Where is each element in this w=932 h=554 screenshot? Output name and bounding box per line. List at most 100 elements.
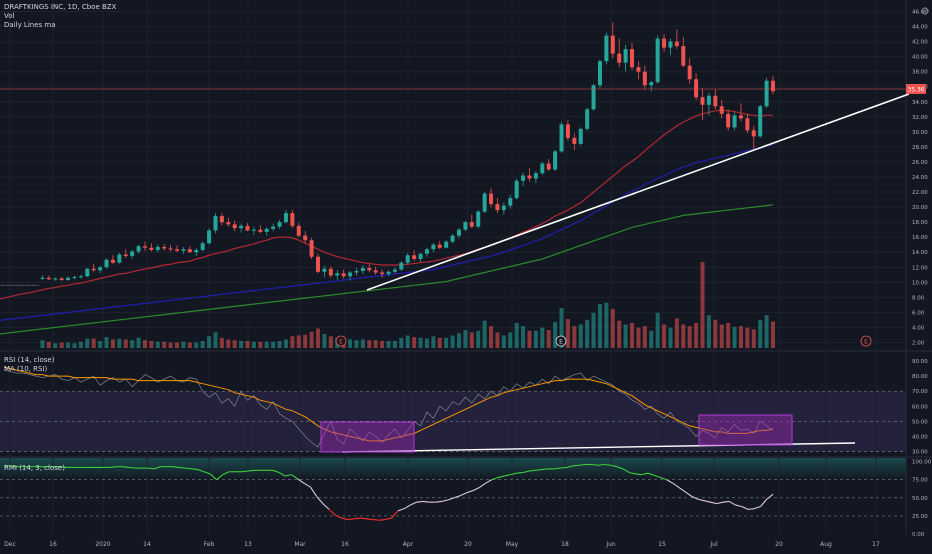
candle-body xyxy=(110,259,115,263)
rmi-segment xyxy=(728,500,736,506)
rmi-label[interactable]: RMI (14, 3, close) xyxy=(4,464,65,472)
settings-gear-icon[interactable] xyxy=(920,1,930,15)
rsi-highlight-box-right[interactable] xyxy=(698,414,793,446)
ma-indicator-label[interactable]: Daily Lines ma xyxy=(4,21,56,29)
volume-label[interactable]: Vol xyxy=(4,12,15,20)
symbol-title[interactable]: DRAFTKINGS INC, 1D, Cboe BZX xyxy=(4,3,117,11)
volume-bar xyxy=(277,340,282,348)
price-tick-label: 14.00 xyxy=(912,250,928,256)
volume-bar xyxy=(226,339,231,348)
volume-bar xyxy=(187,342,192,348)
volume-bar xyxy=(59,342,64,348)
time-axis[interactable]: Dec 16 2020 14 Feb 13 Mar 16 Apr 20 May 18 Jun 15 Jul 2… xyxy=(4,541,880,548)
rmi-segment xyxy=(153,466,161,470)
rmi-segment xyxy=(385,517,392,521)
candle-body xyxy=(726,113,731,128)
volume-bar xyxy=(72,343,77,348)
volume-bar xyxy=(604,302,609,348)
volume-bar xyxy=(719,324,724,348)
volume-bar xyxy=(130,340,135,348)
candle-body xyxy=(405,255,410,263)
candle-body xyxy=(207,230,212,244)
rmi-segment xyxy=(685,491,693,497)
volume-bar xyxy=(726,322,731,348)
candle-body xyxy=(604,35,609,62)
volume-bar xyxy=(316,328,321,348)
volume-bar xyxy=(296,335,301,348)
rmi-segment xyxy=(591,463,599,466)
event-markers[interactable]: E E E xyxy=(335,335,872,347)
rsi-label[interactable]: RSI (14, close) xyxy=(4,356,55,364)
time-tick-label: 20 xyxy=(464,541,472,548)
volume-bar xyxy=(207,336,212,348)
earnings-marker[interactable]: E xyxy=(555,335,567,347)
rmi-segment xyxy=(466,490,474,494)
volume-bar xyxy=(617,320,622,348)
main-legend[interactable]: DRAFTKINGS INC, 1D, Cboe BZX Vol Daily L… xyxy=(4,3,116,30)
rmi-overbought-fill xyxy=(0,458,906,480)
price-tick-label: 24.00 xyxy=(912,175,928,181)
price-tick-label: 20.00 xyxy=(912,205,928,211)
volume-bar xyxy=(245,340,250,348)
volume-bar xyxy=(553,322,558,348)
candle-body xyxy=(232,224,237,229)
rsi-ma-label[interactable]: MA (10, RSI) xyxy=(4,365,48,373)
rsi-legend[interactable]: RSI (14, close) MA (10, RSI) xyxy=(4,356,54,374)
candle-body xyxy=(642,71,647,86)
candle-body xyxy=(662,38,667,48)
volume-bar xyxy=(386,340,391,348)
volume-bar xyxy=(591,312,596,348)
rmi-segment xyxy=(441,499,449,502)
volume-bar xyxy=(219,337,224,348)
trendline-price[interactable] xyxy=(366,93,910,291)
volume-bar xyxy=(175,342,180,348)
candle-body xyxy=(412,255,417,259)
candle-body xyxy=(553,151,558,170)
volume-bar xyxy=(424,338,429,348)
rmi-legend[interactable]: RMI (14, 3, close) xyxy=(4,464,65,473)
candle-body xyxy=(322,268,327,272)
rmi-segment xyxy=(397,508,405,512)
rmi-segment xyxy=(410,501,417,506)
rmi-tick-label: 25.00 xyxy=(912,514,928,520)
volume-bar xyxy=(662,324,667,348)
volume-bar xyxy=(636,327,641,348)
candle-body xyxy=(392,269,397,272)
candle-body xyxy=(399,262,404,270)
price-tick-label: 16.00 xyxy=(912,235,928,241)
rmi-segment xyxy=(616,466,624,470)
volume-bar xyxy=(91,338,96,348)
candle-body xyxy=(687,65,692,80)
drawing-tools[interactable] xyxy=(320,93,910,453)
candle-body xyxy=(213,216,218,231)
rmi-segment xyxy=(403,504,411,510)
candle-body xyxy=(251,229,256,231)
candle-body xyxy=(283,213,288,223)
earnings-marker[interactable]: E xyxy=(335,335,347,347)
candle-body xyxy=(149,247,154,250)
volume-bar xyxy=(110,339,115,348)
volume-bar xyxy=(271,341,276,348)
volume-bar xyxy=(85,338,90,348)
volume-bar xyxy=(162,341,167,348)
rmi-segment xyxy=(203,471,211,475)
candlesticks[interactable] xyxy=(1,22,775,286)
moving-average-line xyxy=(0,109,773,300)
rmi-segment xyxy=(610,464,617,468)
price-tick-label: 18.00 xyxy=(912,220,928,226)
candle-body xyxy=(719,106,724,114)
volume-bar xyxy=(540,327,545,348)
candle-body xyxy=(258,229,263,232)
rsi-tick-label: 30.00 xyxy=(912,449,928,455)
rmi-segment xyxy=(303,482,311,488)
candle-body xyxy=(328,268,333,276)
earnings-marker[interactable]: E xyxy=(860,335,872,347)
rmi-segment xyxy=(335,514,342,519)
volume-bar xyxy=(450,335,455,348)
price-tick-label: 12.00 xyxy=(912,265,928,271)
volume-bar xyxy=(565,319,570,348)
candle-body xyxy=(706,95,711,105)
volume-bar xyxy=(46,341,51,348)
rsi-highlight-box-left[interactable] xyxy=(320,421,415,453)
